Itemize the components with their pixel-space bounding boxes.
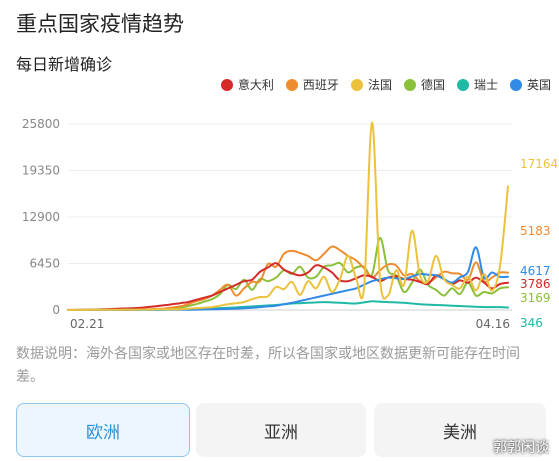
region-tabs: 欧洲 亚洲 美洲 [16,403,546,459]
legend-dot-icon [403,78,416,91]
legend-label: 瑞士 [473,78,498,92]
end-value-label: 5183 [520,224,551,238]
chart-subtitle: 每日新增确诊 [16,55,113,74]
y-tick-label: 0 [52,303,60,317]
y-tick-label: 6450 [29,257,60,271]
legend-dot-icon [285,78,298,91]
legend-dot-icon [220,78,233,91]
legend-dot-icon [456,78,469,91]
legend-item[interactable]: 西班牙 [285,76,339,93]
legend-label: 西班牙 [302,78,339,92]
tab-europe[interactable]: 欧洲 [16,403,190,457]
x-tick-label: 04.16 [476,317,510,331]
legend-item[interactable]: 德国 [403,76,445,93]
legend-item[interactable]: 法国 [350,76,392,93]
series-line [67,246,509,311]
end-value-label: 346 [520,316,543,330]
end-value-label: 17164 [520,157,558,171]
chart-legend: 意大利 西班牙 法国 德国 瑞士 英国 [220,76,551,93]
legend-dot-icon [509,78,522,91]
watermark: 郭郭闲谈 [493,440,549,456]
y-tick-label: 12900 [22,210,60,224]
y-tick-label: 19350 [22,164,60,178]
legend-item[interactable]: 意大利 [220,76,274,93]
line-chart: 0 6450 12900 19350 25800 02.21 04.16 3786 5183 17… [22,117,558,331]
end-value-label: 4617 [520,264,551,278]
tab-americas[interactable]: 美洲 [374,403,546,457]
y-tick-label: 25800 [22,117,60,131]
x-tick-label: 02.21 [70,317,104,331]
legend-label: 德国 [420,78,445,92]
legend-item[interactable]: 瑞士 [456,76,498,93]
legend-label: 意大利 [237,78,274,92]
data-note: 数据说明：海外各国家或地区存在时差，所以各国家或地区数据更新可能存在时间差。 [16,346,520,385]
page-title: 重点国家疫情趋势 [16,12,184,36]
legend-dot-icon [350,78,363,91]
legend-label: 英国 [526,78,551,92]
end-value-label: 3169 [520,291,551,305]
series-line [67,121,509,311]
end-value-label: 3786 [520,277,551,291]
legend-item[interactable]: 英国 [509,76,551,93]
tab-asia[interactable]: 亚洲 [196,403,366,457]
legend-label: 法国 [367,78,392,92]
